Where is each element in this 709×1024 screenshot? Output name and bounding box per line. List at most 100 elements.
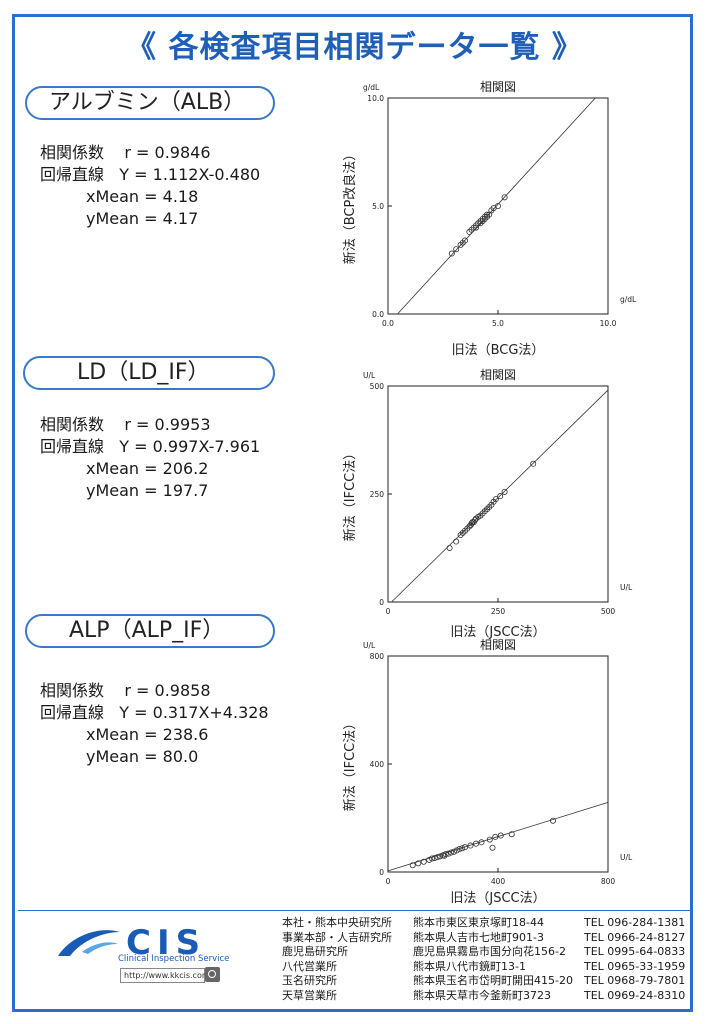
coef-value: r = 0.9858	[124, 681, 211, 700]
office-addresses: 熊本市東区東京塚町18-44 熊本県人吉市七地町901-3 鹿児島県霧島市国分向…	[413, 916, 573, 1003]
office-tel: TEL 0966-24-8127	[584, 930, 686, 944]
data-point	[530, 460, 537, 467]
office-address: 熊本県八代市鏡町13-1	[413, 959, 526, 973]
office-name: 八代営業所	[282, 959, 337, 973]
ymean-value: yMean = 4.17	[86, 209, 199, 228]
office-name: 天草営業所	[282, 988, 337, 1002]
data-point	[508, 831, 515, 838]
section-pill-ld: LD（LD_IF）	[23, 356, 275, 390]
ymean-value: yMean = 80.0	[86, 747, 199, 766]
scatter-chart-alb: 相関図 g/dL 0.0 5.0 10.0 0.0 5.0 10.0 g/dL 旧法（BCG法） 新…	[342, 80, 637, 358]
y-axis-label: 新法（IFCC法）	[342, 447, 358, 541]
search-icon[interactable]	[205, 967, 220, 982]
y-tick-label: 0.0	[372, 310, 384, 319]
x-axis-label: 旧法（JSCC法）	[450, 891, 545, 906]
coef-value: r = 0.9953	[124, 415, 211, 434]
data-point	[442, 851, 449, 858]
plot-frame	[387, 97, 609, 315]
reg-label: 回帰直線	[40, 703, 105, 722]
y-axis-label: 新法（IFCC法）	[342, 717, 358, 811]
reg-label: 回帰直線	[40, 437, 105, 456]
y-axis-label: 新法（BCP改良法）	[342, 148, 358, 265]
logo-subtitle: Clinical Inspection Service	[118, 954, 230, 964]
data-point	[462, 237, 469, 244]
office-address: 熊本県玉名市岱明町開田415-20	[413, 974, 573, 987]
office-tel: TEL 0965-33-1959	[584, 959, 686, 973]
stats-ld: 相関係数 r = 0.9953 回帰直線 Y = 0.997X-7.961 xM…	[40, 414, 260, 502]
y-unit-label: g/dL	[363, 83, 380, 92]
data-point	[497, 493, 504, 500]
data-point	[409, 862, 416, 869]
company-logo: CIS Clinical Inspection Service	[52, 918, 252, 978]
y-tick-label: 0	[379, 598, 384, 607]
y-tick-label: 0	[379, 868, 384, 877]
data-point	[459, 845, 466, 852]
data-point	[501, 488, 508, 495]
x-tick-label: 0	[386, 877, 391, 886]
y-tick-label: 5.0	[372, 202, 384, 211]
data-point	[492, 496, 499, 503]
page-title: 《 各検査項目相関データ一覧 》	[126, 30, 583, 65]
office-address: 熊本市東区東京塚町18-44	[413, 916, 544, 929]
x-unit-label: U/L	[620, 853, 633, 862]
data-point	[467, 842, 474, 849]
office-names: 本社・熊本中央研究所 事業本部・人吉研究所 鹿児島研究所 八代営業所 玉名研究所…	[282, 916, 392, 1003]
data-point	[489, 844, 496, 851]
office-tel: TEL 096-284-1381	[584, 916, 686, 929]
chart-title: 相関図	[480, 368, 516, 382]
data-point	[478, 839, 485, 846]
data-point	[483, 211, 490, 218]
data-point	[549, 817, 556, 824]
office-tel: TEL 0969-24-8310	[584, 988, 686, 1002]
data-point	[429, 855, 436, 862]
data-point	[445, 850, 452, 857]
stats-alp: 相関係数 r = 0.9858 回帰直線 Y = 0.317X+4.328 xM…	[40, 680, 269, 768]
data-point	[437, 853, 444, 860]
data-point	[501, 194, 508, 201]
data-point	[497, 832, 504, 839]
data-point	[456, 846, 463, 853]
data-point	[420, 858, 427, 865]
page-frame	[12, 14, 693, 1012]
x-tick-label: 0	[386, 607, 391, 616]
regression-line	[391, 389, 609, 603]
x-tick-label: 400	[491, 877, 506, 886]
url-field[interactable]: http://www.kkcis.com	[120, 968, 210, 983]
office-phones: TEL 096-284-1381 TEL 0966-24-8127 TEL 09…	[584, 916, 685, 1003]
office-address: 熊本県天草市今釜新町3723	[413, 988, 551, 1002]
data-point	[486, 836, 493, 843]
data-point	[426, 856, 433, 863]
x-tick-label: 800	[601, 877, 616, 886]
coef-label: 相関係数	[40, 143, 105, 162]
logo-text: CIS	[126, 923, 206, 963]
data-point	[446, 544, 453, 551]
xmean-value: xMean = 238.6	[86, 725, 209, 744]
office-address: 鹿児島県霧島市国分向花156-2	[413, 945, 566, 958]
section-pill-alb: アルブミン（ALB）	[25, 86, 275, 120]
data-point	[492, 833, 499, 840]
reg-value: Y = 0.317X+4.328	[119, 703, 269, 722]
office-name: 本社・熊本中央研究所	[282, 916, 392, 929]
data-point	[431, 854, 438, 861]
footer-divider	[18, 910, 690, 911]
y-unit-label: U/L	[363, 371, 376, 380]
cis-logo-icon: CIS	[58, 923, 206, 963]
x-axis-label: 旧法（BCG法）	[452, 343, 545, 358]
reg-value: Y = 1.112X-0.480	[119, 165, 261, 184]
data-point	[453, 538, 460, 545]
x-tick-label: 0.0	[382, 319, 394, 328]
scatter-chart-alp: 相関図 U/L 0 400 800 0 400 800 U/L 旧法（JSCC法） 新法（IFCC法…	[342, 638, 633, 906]
y-tick-label: 500	[370, 382, 385, 391]
plot-frame	[387, 385, 609, 603]
office-name: 事業本部・人吉研究所	[282, 930, 392, 944]
x-unit-label: U/L	[620, 583, 633, 592]
x-axis-label: 旧法（JSCC法）	[450, 625, 545, 640]
regression-line	[397, 97, 596, 315]
coef-value: r = 0.9846	[124, 143, 211, 162]
data-point	[448, 250, 455, 257]
y-unit-label: U/L	[363, 641, 376, 650]
reg-label: 回帰直線	[40, 165, 105, 184]
coef-label: 相関係数	[40, 415, 105, 434]
x-tick-label: 5.0	[492, 319, 504, 328]
y-tick-label: 400	[370, 760, 385, 769]
